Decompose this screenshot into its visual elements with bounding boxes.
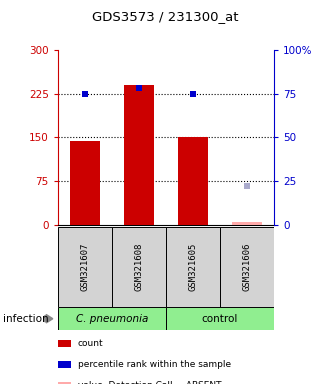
Text: control: control	[202, 314, 238, 324]
Text: C. pneumonia: C. pneumonia	[76, 314, 148, 324]
Point	[244, 183, 249, 189]
Bar	[232, 222, 262, 225]
Bar	[124, 85, 154, 225]
Text: GSM321606: GSM321606	[242, 243, 251, 291]
Text: GSM321607: GSM321607	[80, 243, 89, 291]
Text: infection: infection	[3, 314, 49, 324]
Point	[190, 91, 195, 97]
Bar	[112, 227, 166, 307]
Text: GSM321605: GSM321605	[188, 243, 197, 291]
Bar	[178, 137, 208, 225]
Bar	[58, 307, 166, 330]
Bar	[58, 227, 112, 307]
Bar	[166, 307, 274, 330]
Bar	[166, 227, 220, 307]
Text: GDS3573 / 231300_at: GDS3573 / 231300_at	[92, 10, 238, 23]
Text: value, Detection Call = ABSENT: value, Detection Call = ABSENT	[78, 381, 221, 384]
Text: percentile rank within the sample: percentile rank within the sample	[78, 360, 231, 369]
Text: GSM321608: GSM321608	[134, 243, 143, 291]
Bar	[70, 141, 100, 225]
Point	[82, 91, 87, 97]
Point	[136, 85, 142, 91]
Text: count: count	[78, 339, 103, 348]
Bar	[220, 227, 274, 307]
